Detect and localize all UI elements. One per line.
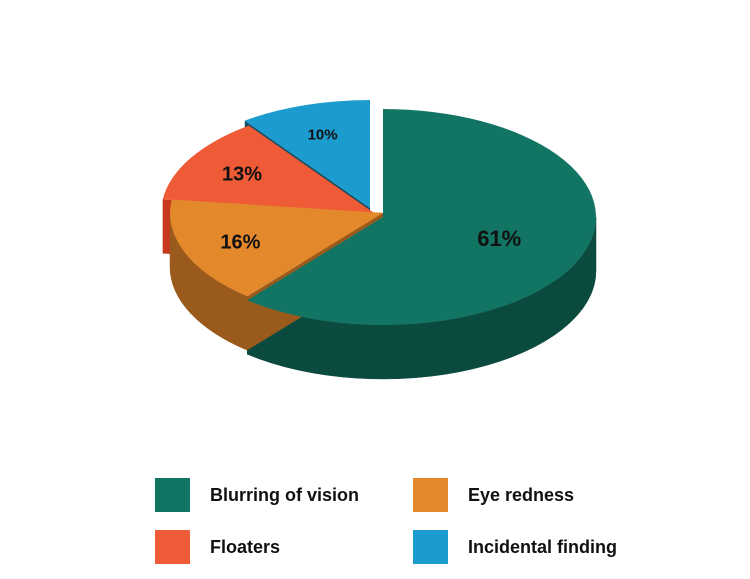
slice-label: 10% (308, 126, 338, 143)
legend-swatch (155, 530, 190, 564)
legend-label: Blurring of vision (210, 484, 360, 505)
legend-item-eye-redness: Eye redness (413, 478, 574, 512)
slice-label: 13% (222, 163, 262, 185)
legend-label: Incidental finding (468, 536, 617, 557)
legend: Blurring of vision Eye redness Floaters … (155, 478, 655, 568)
legend-item-incidental-finding: Incidental finding (413, 530, 617, 564)
pie-slice-incidental-finding (244, 100, 370, 208)
pie-chart: 10% 13% 61% 16% (162, 100, 597, 380)
legend-swatch (413, 530, 448, 564)
pie-slice-eye-redness (169, 199, 383, 297)
pie-slice-blurring-of-vision (247, 109, 596, 325)
legend-label: Eye redness (468, 484, 575, 505)
legend-swatch (155, 478, 190, 512)
pie-top-faces (162, 100, 596, 325)
legend-swatch (413, 478, 448, 512)
legend-label: Floaters (210, 536, 281, 557)
slice-label: 61% (477, 226, 521, 251)
legend-item-blurring-of-vision: Blurring of vision (155, 478, 359, 512)
legend-item-floaters: Floaters (155, 530, 280, 564)
pie-slice-floaters (162, 125, 374, 213)
slice-labels: 10% 13% 61% 16% (220, 126, 521, 253)
slice-label: 16% (220, 232, 260, 254)
